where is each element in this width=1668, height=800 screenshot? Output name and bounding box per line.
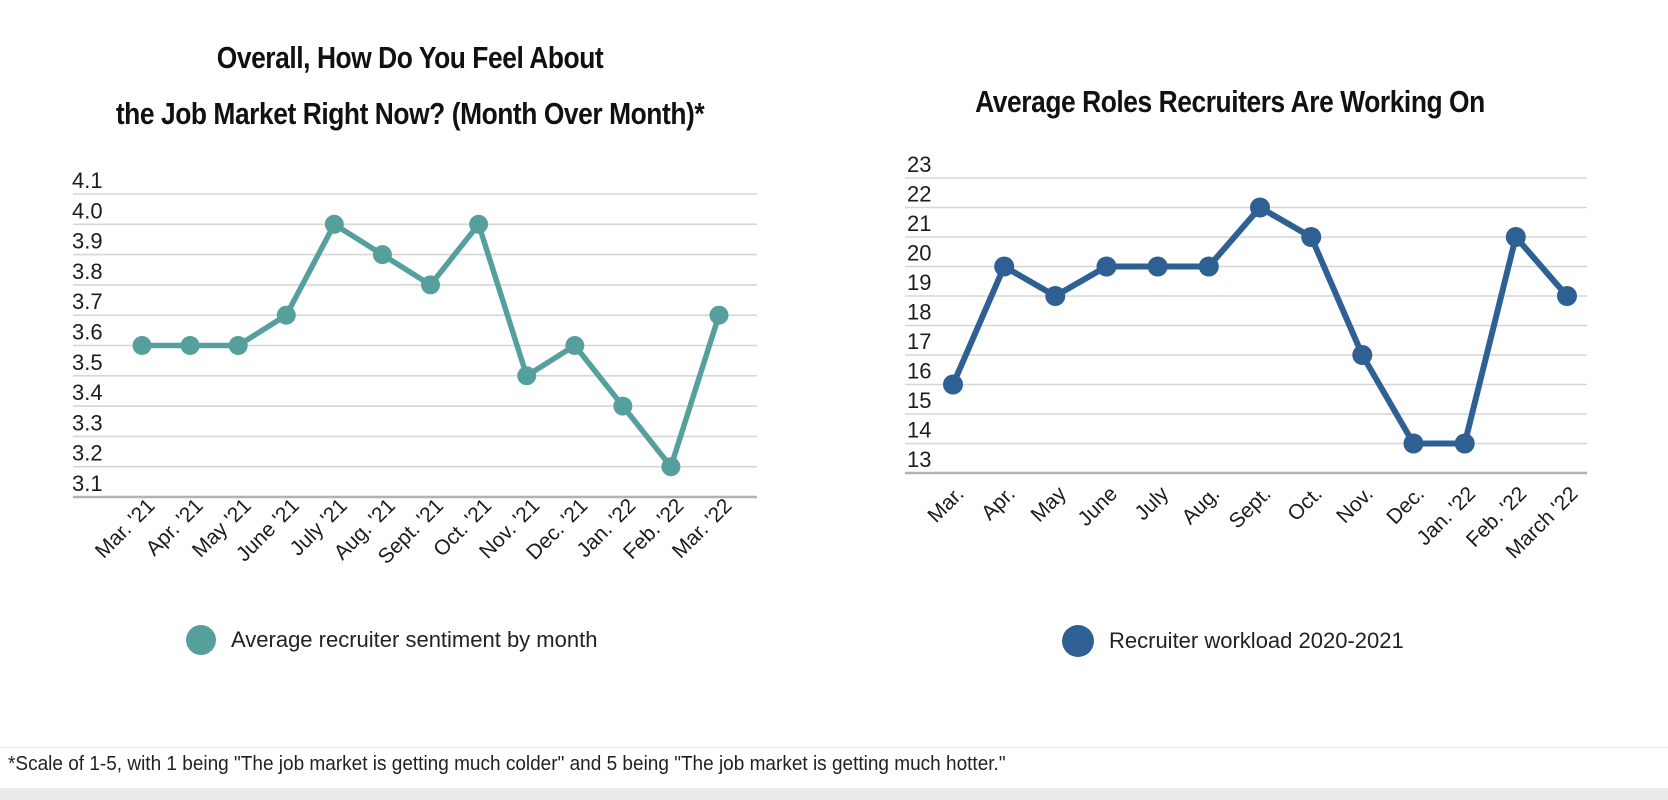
y-axis-labels: 23 22 21 20 19 18 17 16 15 14 13 [907,152,931,472]
workload-chart-title-line1: Average Roles Recruiters Are Working On [975,84,1485,119]
y-tick-label: 3.6 [72,320,103,345]
data-point [1198,256,1219,277]
data-point [1250,197,1270,218]
x-tick-label: Oct. [1283,482,1326,525]
y-tick-label: 3.4 [72,380,103,405]
y-tick-label: 19 [907,270,931,295]
y-tick-label: 3.9 [72,229,103,254]
y-tick-label: 14 [907,418,931,443]
x-tick-label: July [1131,482,1174,525]
y-tick-label: 4.1 [72,168,103,193]
data-point [709,305,729,325]
x-tick-label: Dec. [1382,482,1429,529]
data-point [1454,433,1475,454]
x-tick-label: Nov. [1332,482,1378,528]
y-tick-label: 22 [907,182,931,207]
data-point [276,305,296,325]
data-point [228,336,248,355]
data-point [324,214,344,234]
sentiment-legend-dot-icon [186,625,216,655]
x-tick-label: May [1027,482,1072,527]
data-point [994,256,1015,277]
sentiment-legend: Average recruiter sentiment by month [186,625,597,655]
data-point [469,214,489,234]
data-point [1352,345,1373,365]
data-point [943,374,963,395]
y-tick-label: 23 [907,152,931,177]
data-point [1147,256,1168,277]
sentiment-chart-title-line1: Overall, How Do You Feel About [216,40,604,75]
data-point [1557,286,1577,306]
data-point [517,366,537,386]
y-tick-label: 3.7 [72,289,103,314]
y-tick-label: 3.5 [72,350,103,375]
y-tick-label: 4.0 [72,198,103,223]
y-tick-label: 3.8 [72,259,103,284]
workload-legend: Recruiter workload 2020-2021 [1062,625,1404,657]
data-points [943,197,1577,454]
scale-footnote: *Scale of 1-5, with 1 being "The job mar… [8,753,1006,775]
data-point [661,457,681,477]
x-tick-label: Apr. [977,482,1020,525]
y-axis-labels: 4.1 4.0 3.9 3.8 3.7 3.6 3.5 3.4 3.3 3.2 3.1 [72,168,103,496]
data-point [1096,256,1117,277]
sentiment-chart-title: Overall, How Do You Feel About the Job M… [113,30,708,142]
footnote-divider [0,747,1668,748]
y-tick-label: 21 [907,211,931,236]
data-point [180,336,200,355]
sentiment-legend-label: Average recruiter sentiment by month [231,627,598,652]
data-point [565,336,585,355]
workload-line-chart: 23 22 21 20 19 18 17 16 15 14 13 Mar. Apr. May June Jul… [905,152,1587,563]
data-point [1045,286,1066,306]
y-tick-label: 20 [907,241,931,266]
data-point [1301,227,1322,247]
y-tick-label: 3.3 [72,410,103,435]
data-point [372,245,392,265]
x-tick-label: Aug. [1178,482,1225,529]
y-tick-label: 3.1 [72,471,103,496]
y-tick-label: 13 [907,447,931,472]
y-tick-label: 16 [907,359,931,384]
x-axis-labels: Mar. Apr. May June July Aug. Sept. Oct. Nov. Dec.… [923,482,1582,563]
workload-legend-dot-icon [1062,625,1094,657]
data-point [421,275,440,295]
data-point [613,396,633,416]
data-point [1403,433,1424,454]
workload-chart-title: Average Roles Recruiters Are Working On [907,82,1553,122]
data-points [132,214,729,477]
workload-legend-label: Recruiter workload 2020-2021 [1109,628,1404,653]
x-tick-label: Sept. [1225,482,1276,533]
y-tick-label: 17 [907,329,931,354]
bottom-strip [0,788,1668,800]
y-tick-label: 3.2 [72,441,103,466]
x-tick-label: Mar. [923,482,968,527]
data-point [1505,227,1526,247]
data-point [132,336,152,355]
gridlines [905,177,1587,475]
y-tick-label: 18 [907,300,931,325]
sentiment-chart-title-line2: the Job Market Right Now? (Month Over Mo… [115,96,705,131]
x-tick-label: June [1074,482,1122,530]
y-tick-label: 15 [907,388,931,413]
